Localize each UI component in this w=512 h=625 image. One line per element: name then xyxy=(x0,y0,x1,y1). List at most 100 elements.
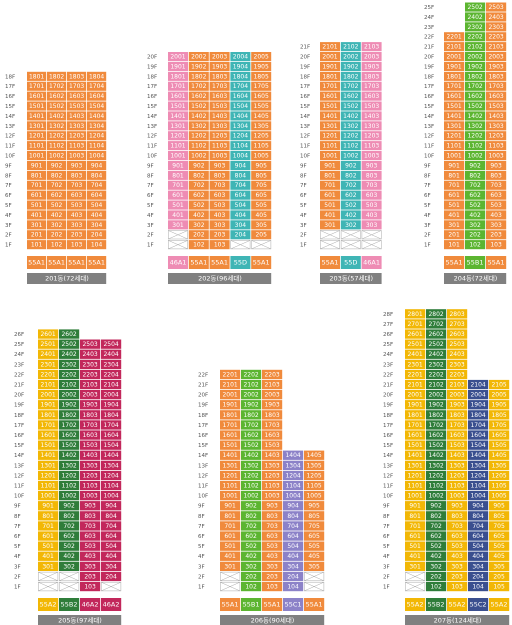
unit-cell xyxy=(444,230,465,240)
unit-number: 1101 xyxy=(40,482,55,489)
unit-number: 2003 xyxy=(264,392,279,399)
unit-cell xyxy=(468,430,489,440)
unit-cell xyxy=(447,501,468,511)
unit-cell xyxy=(444,200,465,210)
unit-cell xyxy=(241,440,262,450)
unit-cell xyxy=(251,230,272,240)
floor-label: 16F xyxy=(300,94,310,100)
unit-cell xyxy=(320,101,340,111)
unit-number: 1703 xyxy=(488,83,503,90)
unit-number: 1903 xyxy=(264,402,279,409)
unit-cell xyxy=(405,440,426,450)
unit-cell xyxy=(241,501,262,511)
unit-number: 1901 xyxy=(322,63,337,70)
unit-cell xyxy=(209,52,230,62)
unit-number: 504 xyxy=(235,202,247,209)
floor-label: 19F xyxy=(383,403,393,409)
unit-cell xyxy=(320,71,340,81)
unit-number: 604 xyxy=(91,192,103,199)
unit-number: 102 xyxy=(51,242,63,249)
unit-cell xyxy=(465,170,486,180)
building-name: 203동(57세대) xyxy=(329,274,373,283)
unit-cell xyxy=(486,230,507,240)
unit-number: 1401 xyxy=(29,113,44,120)
unit-cell xyxy=(241,400,262,410)
floor-label: 18F xyxy=(5,74,15,80)
unit-number: 1603 xyxy=(82,432,97,439)
unit-cell xyxy=(209,141,230,151)
unit-cell xyxy=(101,379,122,390)
unit-number: 901 xyxy=(31,162,43,169)
unit-number: 1601 xyxy=(170,93,185,100)
unit-number: 604 xyxy=(105,533,117,540)
unit-cell xyxy=(447,460,468,470)
unit-number: 1602 xyxy=(191,93,206,100)
unit-number: 1202 xyxy=(243,472,258,479)
unit-number: 1202 xyxy=(191,133,206,140)
unit-cell xyxy=(405,491,426,501)
unit-number: 1701 xyxy=(170,83,185,90)
unit-cell xyxy=(320,151,340,161)
unit-number: 102 xyxy=(469,242,481,249)
unit-cell xyxy=(361,200,382,210)
unit-number: 801 xyxy=(172,172,184,179)
unit-type: 55A1 xyxy=(68,259,85,267)
unit-cell xyxy=(489,501,510,511)
unit-cell xyxy=(80,440,101,450)
unit-cell xyxy=(447,390,468,400)
unit-cell xyxy=(80,511,101,521)
unit-number: 1404 xyxy=(233,113,248,120)
unit-number: 2501 xyxy=(40,341,55,348)
unit-cell xyxy=(188,220,209,230)
unit-number: 503 xyxy=(71,202,83,209)
unit-number: 902 xyxy=(51,162,63,169)
unit-cell xyxy=(87,220,107,230)
unit-cell xyxy=(486,160,507,170)
unit-number: 1603 xyxy=(364,93,379,100)
unit-number: 1402 xyxy=(49,113,64,120)
unit-cell xyxy=(47,131,67,141)
unit-number: 601 xyxy=(42,533,54,540)
unit-cell xyxy=(468,561,489,571)
unit-number: 2203 xyxy=(82,371,97,378)
unit-cell xyxy=(87,190,107,200)
empty-cross xyxy=(405,581,426,592)
unit-cell xyxy=(468,581,489,592)
unit-number: 2001 xyxy=(322,53,337,60)
unit-cell xyxy=(251,91,272,101)
unit-cell xyxy=(38,501,59,511)
unit-cell xyxy=(465,91,486,101)
unit-number: 403 xyxy=(214,212,226,219)
unit-number: 1301 xyxy=(222,462,237,469)
unit-number: 502 xyxy=(345,202,357,209)
unit-number: 1601 xyxy=(446,93,461,100)
unit-number: 802 xyxy=(63,513,75,520)
unit-number: 1203 xyxy=(364,133,379,140)
unit-cell xyxy=(283,571,304,582)
unit-cell xyxy=(251,71,272,81)
building-name-bar xyxy=(405,615,510,625)
floor-label: 1F xyxy=(424,243,431,249)
floor-label: 1F xyxy=(147,243,154,249)
unit-number: 1803 xyxy=(264,412,279,419)
unit-number: 601 xyxy=(409,533,421,540)
unit-cell xyxy=(47,200,67,210)
unit-number: 805 xyxy=(493,513,505,520)
unit-number: 2301 xyxy=(407,361,422,368)
unit-cell xyxy=(87,180,107,190)
unit-cell xyxy=(188,101,209,111)
unit-cell xyxy=(262,531,283,541)
building-name-bar xyxy=(168,273,272,284)
floor-label: 20F xyxy=(300,54,310,60)
unit-number: 305 xyxy=(493,563,505,570)
floor-label: 18F xyxy=(383,413,393,419)
unit-cell xyxy=(405,410,426,420)
unit-cell xyxy=(405,541,426,551)
unit-number: 2103 xyxy=(488,44,503,51)
unit-cell xyxy=(87,91,107,101)
floor-label: 4F xyxy=(147,213,154,219)
unit-number: 1304 xyxy=(470,462,485,469)
floor-label: 7F xyxy=(198,524,205,530)
unit-number: 401 xyxy=(324,212,336,219)
floor-label: 6F xyxy=(424,193,431,199)
